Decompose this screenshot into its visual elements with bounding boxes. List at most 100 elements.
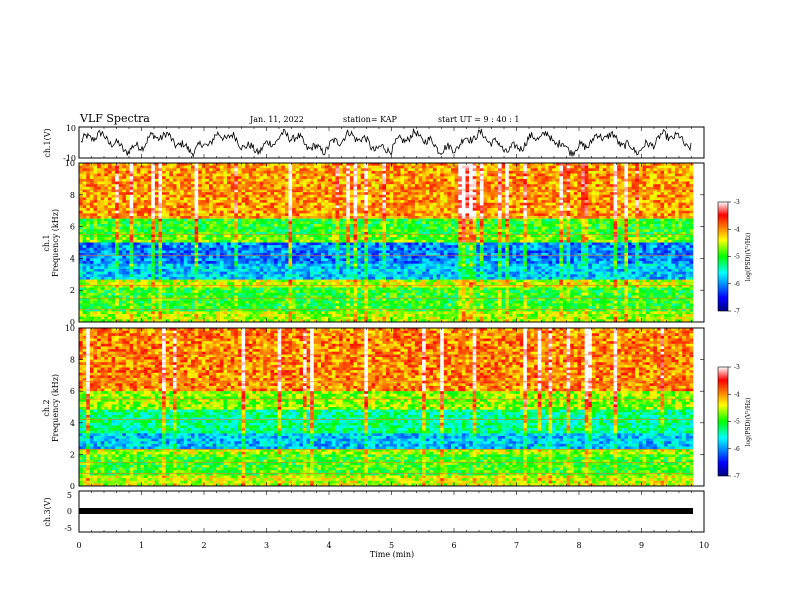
spectrogram-cell [169,208,173,211]
spectrogram-cell [617,192,621,195]
spectrogram-cell [679,171,683,174]
spectrogram-cell [559,184,563,187]
spectrogram-cell [234,200,238,203]
spectrogram-cell [552,182,556,185]
spectrogram-cell [642,187,646,190]
spectrogram-cell [639,219,643,222]
spectrogram-cell [462,229,466,232]
spectrogram-cell [86,197,90,200]
spectrogram-cell [415,205,419,208]
spectrogram-cell [404,221,408,224]
spectrogram-cell [675,197,679,200]
spectrogram-cell [184,237,188,240]
spectrogram-cell [668,187,672,190]
spectrogram-cell [83,237,87,240]
spectrogram-cell [480,176,484,179]
spectrogram-cell [361,221,365,224]
spectrogram-cell [245,176,249,179]
spectrogram-cell [285,219,289,222]
spectrogram-cell [260,224,264,227]
spectrogram-cell [451,200,455,203]
spectrogram-cell [249,235,253,238]
spectrogram-cell [642,224,646,227]
spectrogram-cell [93,229,97,232]
spectrogram-cell [292,168,296,171]
spectrogram-cell [689,213,693,216]
spectrogram-cell [462,179,466,182]
spectrogram-cell [223,174,227,177]
spectrogram-cell [245,203,249,206]
spectrogram-cell [429,195,433,198]
spectrogram-cell [534,174,538,177]
spectrogram-cell [679,179,683,182]
spectrogram-cell [527,224,531,227]
spectrogram-cell [112,237,116,240]
spectrogram-cell [260,211,264,214]
spectrogram-cell [415,208,419,211]
spectrogram-cell [158,179,162,182]
spectrogram-cell [245,187,249,190]
spectrogram-cell [592,174,596,177]
spectrogram-cell [166,171,170,174]
spectrogram-cell [480,174,484,177]
spectrogram-cell [386,208,390,211]
spectrogram-cell [216,174,220,177]
spectrogram-cell [148,224,152,227]
spectrogram-cell [498,197,502,200]
spectrogram-cell [646,208,650,211]
spectrogram-cell [191,197,195,200]
spectrogram-cell [83,174,87,177]
spectrogram-cell [173,213,177,216]
spectrogram-cell [278,195,282,198]
spectrogram-cell [675,184,679,187]
spectrogram-cell [444,179,448,182]
spectrogram-cell [592,235,596,238]
spectrogram-cell [205,192,209,195]
spectrogram-cell [390,237,394,240]
spectrogram-cell [639,235,643,238]
spectrogram-cell [281,195,285,198]
spectrogram-cell [346,184,350,187]
spectrogram-cell [158,200,162,203]
spectrogram-cell [614,208,618,211]
spectrogram-cell [650,184,654,187]
spectrogram-cell [162,211,166,214]
spectrogram-cell [231,197,235,200]
spectrogram-cell [585,208,589,211]
spectrogram-cell [303,200,307,203]
spectrogram-cell [545,187,549,190]
spectrogram-cell [108,235,112,238]
spectrogram-cell [346,221,350,224]
spectrogram-cell [119,195,123,198]
spectrogram-cell [599,213,603,216]
spectrogram-cell [216,211,220,214]
spectrogram-cell [119,179,123,182]
spectrogram-cell [187,195,191,198]
spectrogram-cell [502,168,506,171]
spectrogram-cell [177,200,181,203]
spectrogram-cell [119,200,123,203]
spectrogram-cell [567,171,571,174]
spectrogram-cell [585,179,589,182]
spectrogram-cell [588,184,592,187]
spectrogram-cell [166,176,170,179]
spectrogram-cell [617,219,621,222]
spectrogram-cell [307,200,311,203]
spectrogram-cell [281,224,285,227]
spectrogram-cell [130,171,134,174]
spectrogram-cell [592,213,596,216]
spectrogram-cell [426,219,430,222]
spectrogram-cell [307,174,311,177]
spectrogram-cell [642,174,646,177]
spectrogram-cell [592,205,596,208]
spectrogram-cell [660,216,664,219]
spectrogram-cell [97,219,101,222]
spectrogram-cell [668,200,672,203]
spectrogram-cell [101,229,105,232]
spectrogram-cell [668,203,672,206]
spectrogram-cell [310,221,314,224]
spectrogram-cell [270,219,274,222]
spectrogram-cell [563,208,567,211]
spectrogram-cell [433,184,437,187]
spectrogram-cell [270,208,274,211]
